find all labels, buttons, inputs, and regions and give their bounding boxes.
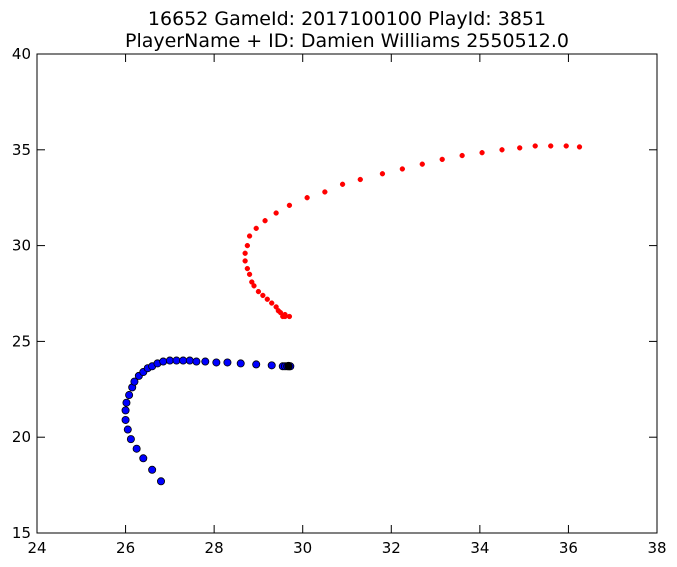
x-tick-label: 28: [205, 539, 224, 557]
data-point: [419, 161, 425, 167]
plot-frame: [36, 53, 658, 534]
data-point: [286, 202, 293, 209]
chart-title-line-1: 16652 GameId: 2017100100 PlayId: 3851: [148, 8, 546, 30]
data-point: [165, 356, 174, 365]
data-point: [576, 144, 583, 150]
y-tick-label: 30: [12, 237, 31, 255]
data-point: [244, 242, 251, 249]
data-point: [260, 292, 266, 299]
x-tick-label: 36: [559, 539, 578, 557]
data-point: [339, 181, 346, 187]
y-tick-label: 40: [12, 45, 31, 63]
data-point: [284, 362, 293, 371]
y-axis-tick-labels: 15 20 25 30 35 40: [12, 45, 31, 542]
x-tick-label: 34: [470, 539, 489, 557]
data-point: [286, 313, 293, 320]
data-point: [282, 311, 288, 318]
data-point: [439, 156, 445, 163]
plot-area: [36, 53, 658, 534]
data-point: [236, 359, 245, 368]
data-point: [479, 150, 485, 156]
data-point: [246, 233, 253, 239]
y-tick-label: 35: [12, 141, 31, 159]
data-point: [269, 300, 275, 306]
chart-title-line-2: PlayerName + ID: Damien Williams 2550512…: [125, 30, 569, 52]
data-point: [322, 189, 328, 195]
data-point: [249, 279, 255, 285]
data-point: [548, 143, 554, 149]
data-point: [132, 444, 141, 453]
data-point: [121, 415, 130, 424]
data-point: [130, 377, 139, 386]
x-axis-tick-labels: 24 26 28 30 32 34 36 38: [27, 539, 666, 557]
axis-ticks: [36, 53, 658, 534]
data-point: [125, 391, 134, 400]
y-tick-label: 20: [12, 428, 31, 446]
y-tick-label: 25: [12, 332, 31, 350]
data-point: [399, 166, 406, 172]
x-tick-label: 24: [27, 539, 46, 557]
data-point: [242, 250, 248, 256]
data-point: [253, 225, 259, 232]
data-point: [212, 358, 221, 367]
data-point: [159, 357, 168, 366]
data-point: [172, 356, 181, 365]
data-point: [126, 435, 135, 444]
data-point: [123, 425, 132, 434]
data-point: [273, 210, 279, 216]
x-tick-label: 38: [647, 539, 666, 557]
series-2: [284, 362, 293, 371]
data-point: [532, 143, 538, 149]
data-point: [255, 288, 262, 295]
data-point: [267, 361, 276, 370]
data-point: [357, 176, 363, 183]
data-point: [201, 357, 210, 366]
series-0: [242, 143, 583, 320]
y-tick-label: 15: [12, 524, 31, 542]
data-point: [517, 145, 523, 151]
data-point: [179, 356, 188, 365]
data-point: [246, 271, 253, 277]
data-point: [244, 265, 251, 272]
data-point: [304, 195, 310, 201]
data-point: [563, 143, 569, 149]
data-series-layer: [121, 143, 583, 486]
x-tick-label: 30: [293, 539, 312, 557]
data-point: [148, 465, 157, 474]
data-point: [242, 258, 248, 264]
data-point: [139, 454, 148, 463]
data-point: [499, 147, 505, 153]
data-point: [273, 304, 279, 310]
data-point: [252, 360, 261, 369]
x-tick-label: 32: [382, 539, 401, 557]
data-point: [122, 398, 131, 407]
data-point: [121, 406, 130, 415]
x-tick-label: 26: [116, 539, 135, 557]
data-point: [379, 171, 386, 177]
data-point: [223, 358, 232, 367]
data-point: [156, 477, 165, 486]
data-point: [192, 357, 201, 366]
data-point: [264, 296, 270, 302]
data-point: [185, 356, 194, 365]
data-point: [459, 152, 465, 159]
data-point: [262, 218, 268, 224]
